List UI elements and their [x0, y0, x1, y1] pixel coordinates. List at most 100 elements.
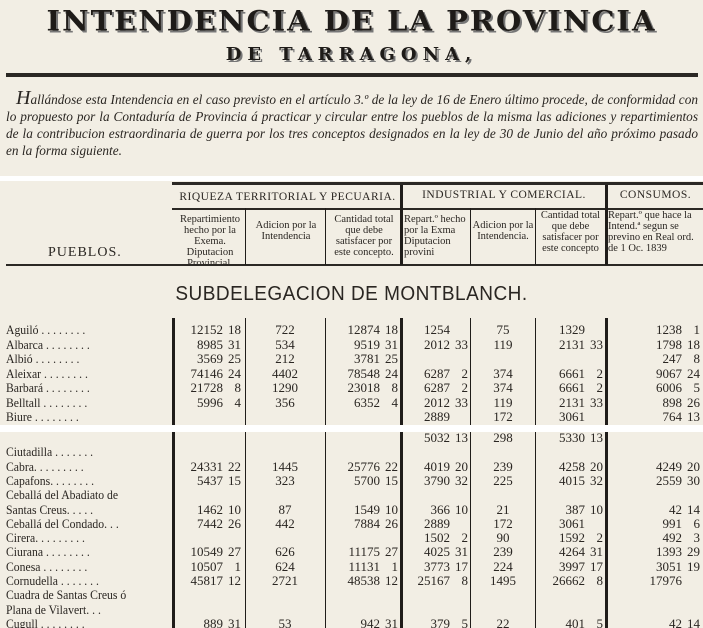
amount: 366 — [430, 501, 451, 517]
value-cell-col-4: 1502 2 — [404, 531, 468, 545]
value-cell-col-4: 6287 2 — [404, 366, 468, 381]
amount: 5032 — [424, 432, 450, 445]
scan-seam — [0, 176, 703, 181]
fraction: 18 — [385, 322, 398, 337]
fraction: 12 — [385, 573, 398, 588]
amount: 6006 — [656, 380, 682, 395]
amount: 5700 — [354, 472, 380, 488]
pueblo-name: Ceballá del Abadiato de — [6, 488, 119, 503]
value-cell-col-6: 4258 20 — [538, 459, 603, 474]
fraction — [450, 517, 468, 531]
value-cell-col-6: 4264 31 — [538, 545, 603, 559]
fraction: 27 — [385, 544, 398, 560]
pueblo-name: Conesa . . . . . . . . — [6, 559, 88, 574]
value-cell-col-6: 6661 2 — [538, 365, 604, 381]
pueblo-name: Belltall . . . . . . . . — [6, 395, 88, 410]
amount: 3790 — [424, 472, 450, 488]
amount: 5437 — [197, 472, 223, 488]
table-row: Capafons. . . . . . . . 5437 15 323 5700 15 37… — [0, 472, 703, 488]
amount: 1549 — [354, 501, 380, 517]
fraction: 31 — [455, 544, 468, 560]
fraction: 16 — [450, 424, 468, 425]
value-cell-col-5: 21 — [472, 502, 534, 517]
amount: 10507 — [190, 558, 224, 574]
table-section-2: 5032 13 298 5330 13 Ciutadilla . . . . . . .C… — [0, 432, 703, 628]
amount: 991 — [662, 515, 683, 531]
pueblo-name: Ciurana . . . . . . . . — [6, 545, 90, 560]
amount: 172 — [493, 515, 513, 531]
amount: 14926 — [348, 424, 381, 425]
amount: 8985 — [197, 336, 223, 352]
amount: 624 — [275, 558, 295, 574]
value-cell-col-5: 90 — [472, 531, 534, 545]
value-cell-col-3: 48538 12 — [327, 573, 399, 588]
value-cell-col-4: 5032 13 — [404, 432, 468, 445]
value-cell-col-4: 1254 — [404, 323, 468, 337]
value-cell-col-2: 534 — [247, 337, 323, 352]
value-cell-col-3: 1549 10 — [327, 501, 398, 517]
amount: 5996 — [197, 394, 223, 410]
fraction: 2 — [596, 365, 604, 381]
table-row: Ceballá del Abadiato de — [0, 488, 703, 502]
value-cell-col-6: 3997 17 — [538, 559, 603, 574]
amount: 6661 — [559, 380, 585, 395]
fraction: 10 — [385, 501, 398, 517]
value-cell-col-3: 3781 25 — [327, 352, 398, 366]
table-row: Aguiló . . . . . . . . 12152 18 722 12874 18 1… — [0, 323, 703, 337]
table-row: Conesa . . . . . . . . 10507 1 624 11131 1 377… — [0, 558, 703, 574]
amount: 17976 — [649, 573, 683, 588]
fraction: 10 — [455, 501, 468, 517]
value-cell-col-2: 4402 — [247, 366, 323, 381]
fraction — [682, 574, 700, 588]
value-cell-col-2: 53 — [247, 616, 323, 628]
value-cell-col-3: 78548 24 — [327, 366, 399, 381]
value-cell-col-7: 1238 1 — [608, 323, 700, 337]
value-cell-col-5: 119 — [472, 337, 534, 352]
column-rule — [245, 318, 246, 425]
value-cell-col-6: 387 10 — [538, 501, 604, 517]
intro-paragraph: Hallándose esta Intendencia en el caso p… — [6, 88, 698, 159]
amount: 2131 — [559, 336, 585, 352]
fraction: 27 — [228, 544, 241, 560]
value-cell-col-2: 212 — [247, 352, 323, 366]
value-cell-col-3: 149264 — [327, 424, 399, 425]
table-row: Albarca . . . . . . . . 8985 31 534 9519 31 20… — [0, 336, 703, 352]
value-cell-col-7: 3051 19 — [608, 559, 700, 574]
amount: 3061 — [559, 409, 585, 424]
fraction: 24 — [228, 365, 241, 381]
value-cell-col-6: 6661 2 — [538, 381, 603, 395]
amount: 2889 — [424, 409, 450, 424]
fraction: 33 — [455, 336, 468, 352]
amount: 11131 — [348, 558, 380, 574]
amount: 568 — [493, 424, 513, 425]
amount: 28 — [279, 424, 292, 425]
amount: 492 — [662, 530, 683, 546]
fraction: 31 — [385, 336, 398, 352]
fraction: 10 — [590, 501, 603, 517]
amount: 3781 — [354, 351, 380, 366]
amount: 9519 — [354, 336, 380, 352]
value-cell-col-2: 442 — [247, 516, 323, 531]
amount: 889 — [203, 615, 224, 628]
pueblo-name: Albarca . . . . . . . . — [6, 337, 90, 352]
value-cell-col-5: 239 — [472, 459, 534, 474]
value-cell-col-3: 11175 27 — [327, 545, 398, 559]
fraction: 31 — [228, 336, 241, 352]
value-cell-col-7: 878430 — [608, 424, 700, 425]
amount: 25776 — [347, 458, 381, 474]
column-rule — [325, 318, 326, 425]
fraction: 13 — [687, 409, 700, 424]
fraction: 33 — [590, 336, 603, 352]
fraction: 1 — [391, 558, 399, 574]
amount: 4019 — [424, 458, 450, 474]
value-cell-col-7: 6006 5 — [608, 381, 700, 395]
fraction: 31 — [228, 615, 241, 628]
fraction: 14 — [687, 615, 700, 628]
amount: 2889 — [424, 515, 450, 531]
table-row: Cugull . . . . . . . . 889 31 53 942 31 379 5 22… — [0, 615, 703, 628]
table-row: Albió . . . . . . . . 3569 25 212 3781 25 247 8 — [0, 352, 703, 366]
fraction: 15 — [385, 472, 398, 488]
value-cell-col-6: 26662 8 — [538, 574, 604, 588]
table-row: Santas Creus. . . . . 1462 10 87 1549 10 366 10… — [0, 501, 703, 517]
pueblo-name: Plana de Vilavert. . . — [6, 602, 101, 617]
